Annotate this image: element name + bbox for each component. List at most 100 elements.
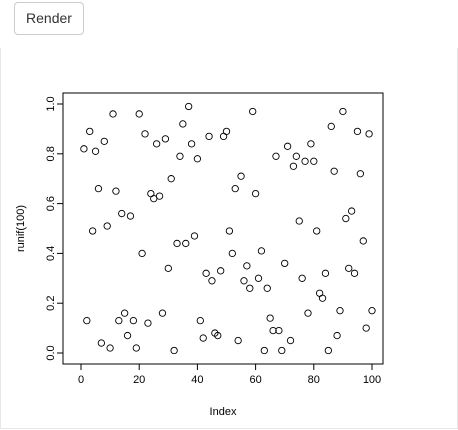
data-point (112, 187, 120, 195)
data-point (249, 107, 257, 116)
data-point (109, 110, 117, 118)
data-point (321, 269, 330, 277)
data-point (123, 331, 132, 340)
data-point (231, 185, 239, 193)
data-point (330, 167, 338, 175)
data-point (324, 346, 332, 355)
render-button[interactable]: Render (14, 2, 84, 35)
data-point (144, 319, 152, 327)
data-point (94, 185, 103, 193)
data-point (199, 334, 207, 342)
data-point (353, 127, 362, 136)
data-point (228, 249, 236, 258)
data-point (138, 249, 146, 258)
y-tick-label: 0.0 (45, 345, 57, 360)
data-point (243, 262, 251, 270)
data-point (246, 284, 254, 292)
data-point (307, 140, 315, 148)
data-point (217, 267, 225, 275)
data-point (106, 344, 114, 352)
data-point (196, 316, 204, 325)
y-tick-label: 0.8 (45, 146, 57, 161)
data-point (310, 157, 318, 165)
data-point (205, 132, 213, 141)
y-tick-label: 0.2 (45, 296, 57, 311)
y-tick-label: 0.6 (45, 196, 57, 211)
data-point (295, 217, 303, 225)
data-point (257, 247, 266, 255)
data-point (190, 232, 199, 240)
data-point (345, 264, 353, 272)
data-point (263, 284, 271, 292)
data-point (121, 309, 129, 317)
data-point (173, 239, 181, 248)
data-point (222, 127, 231, 136)
data-point (115, 316, 123, 325)
data-point (336, 307, 344, 315)
data-point (161, 135, 170, 143)
data-point (318, 294, 327, 302)
data-point (356, 170, 365, 178)
data-point (292, 152, 300, 160)
data-point (176, 152, 184, 160)
data-point (100, 137, 108, 146)
data-point (234, 336, 242, 345)
data-point (342, 214, 350, 223)
data-point (301, 157, 309, 165)
data-point (153, 140, 161, 148)
data-point (83, 316, 91, 325)
data-point (126, 212, 135, 220)
y-tick-label: 0.4 (45, 246, 57, 261)
data-point (167, 175, 175, 183)
data-point (91, 147, 100, 155)
data-point (313, 227, 321, 235)
data-point (269, 326, 277, 335)
data-point (362, 324, 370, 332)
data-point (278, 346, 286, 355)
data-point (298, 274, 306, 282)
x-tick-label: 100 (363, 374, 381, 386)
data-point (170, 346, 178, 355)
data-point (304, 309, 312, 317)
data-point (118, 209, 126, 218)
data-point (289, 162, 298, 170)
data-point (286, 336, 295, 345)
data-point (254, 274, 263, 282)
data-point (272, 152, 280, 160)
x-tick-label: 40 (191, 374, 203, 386)
data-point (187, 140, 196, 148)
y-axis-label: runif(100) (15, 205, 27, 252)
data-point (365, 130, 373, 138)
x-axis-label: Index (210, 406, 237, 418)
data-point (86, 127, 94, 136)
data-point (185, 102, 193, 111)
data-point (88, 227, 97, 235)
data-point (327, 122, 335, 131)
data-point (260, 346, 268, 355)
data-point (129, 316, 138, 325)
data-point (103, 222, 111, 230)
data-point (225, 227, 234, 235)
data-point (266, 314, 274, 322)
data-point (214, 331, 222, 340)
x-tick-label: 20 (133, 374, 145, 386)
data-point (368, 307, 376, 315)
data-point (182, 239, 190, 248)
data-point (347, 207, 356, 215)
data-point (164, 264, 172, 272)
data-point (333, 331, 341, 340)
data-point (359, 237, 367, 245)
data-point (193, 155, 202, 163)
data-point (132, 344, 140, 352)
data-point (281, 259, 289, 268)
data-point (237, 172, 245, 180)
data-point (97, 339, 106, 347)
y-tick-label: 1.0 (45, 96, 57, 111)
data-point (339, 107, 347, 116)
data-point (251, 189, 260, 198)
data-point (350, 269, 359, 277)
data-point (158, 309, 167, 317)
data-point (240, 277, 248, 285)
data-point (202, 269, 210, 277)
